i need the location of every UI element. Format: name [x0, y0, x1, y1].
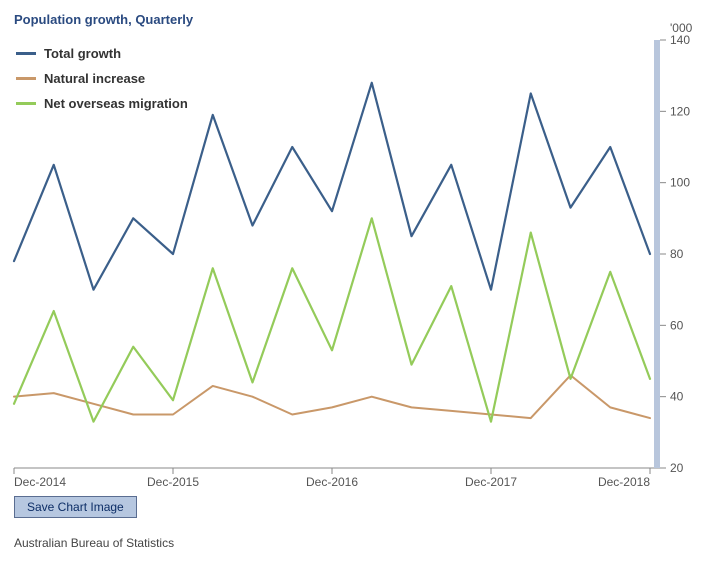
- svg-text:80: 80: [670, 247, 684, 261]
- chart-frame: { "chart": { "type": "line", "title": "P…: [0, 0, 719, 576]
- svg-text:40: 40: [670, 390, 684, 404]
- svg-text:Dec-2014: Dec-2014: [14, 475, 66, 489]
- chart-svg: 20 40 60 80 100 120 140'000 Dec-2014 Dec-2015 Dec…: [0, 0, 719, 576]
- svg-text:Dec-2018: Dec-2018: [598, 475, 650, 489]
- svg-text:120: 120: [670, 104, 690, 118]
- svg-text:100: 100: [670, 176, 690, 190]
- svg-text:20: 20: [670, 461, 684, 475]
- svg-text:140: 140: [670, 33, 690, 47]
- svg-text:'000: '000: [670, 21, 693, 35]
- svg-text:Dec-2016: Dec-2016: [306, 475, 358, 489]
- svg-text:Dec-2017: Dec-2017: [465, 475, 517, 489]
- svg-text:Dec-2015: Dec-2015: [147, 475, 199, 489]
- save-chart-button[interactable]: Save Chart Image: [14, 496, 137, 518]
- footer-source: Australian Bureau of Statistics: [14, 536, 174, 550]
- svg-text:60: 60: [670, 318, 684, 332]
